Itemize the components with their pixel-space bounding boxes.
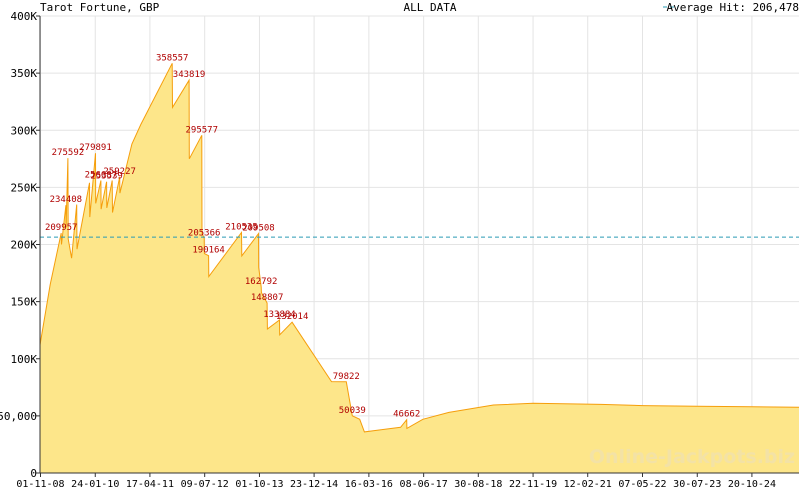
watermark: Online-Jackpots.biz <box>589 446 795 468</box>
axes: 0 50,000 100K 150K 200K 250K 300K 350K 400K 01-11… <box>0 10 799 490</box>
y-tick-label: 200K <box>11 239 38 252</box>
data-label: 133884 <box>263 310 296 320</box>
y-tick-label: 150K <box>11 296 38 309</box>
y-tick-label: 50,000 <box>0 410 37 423</box>
y-tick-label: 300K <box>11 124 38 137</box>
x-tick-label: 16-03-16 <box>345 479 393 490</box>
x-tick-label: 22-11-19 <box>509 479 557 490</box>
x-tick-label: 08-06-17 <box>400 479 448 490</box>
x-tick-label: 07-05-22 <box>618 479 666 490</box>
x-tick-label: 12-02-21 <box>564 479 612 490</box>
data-label: 279891 <box>79 143 112 153</box>
data-label: 79822 <box>333 372 360 382</box>
area-fill <box>40 63 799 474</box>
y-tick-label: 250K <box>11 181 38 194</box>
data-label: 234408 <box>50 195 83 205</box>
y-tick-label: 350K <box>11 67 38 80</box>
data-label: 50039 <box>339 406 366 416</box>
range-label: ALL DATA <box>404 1 457 14</box>
x-tick-label: 01-11-08 <box>16 479 64 490</box>
x-tick-label: 30-08-18 <box>454 479 502 490</box>
data-label: 190164 <box>192 246 225 256</box>
data-label: 256687 <box>85 171 118 181</box>
y-tick-label: 400K <box>11 10 38 23</box>
data-label: 253539 <box>90 172 123 182</box>
data-label: 275592 <box>52 148 85 158</box>
game-title: Tarot Fortune, GBP <box>40 1 160 14</box>
data-label: 148807 <box>251 293 284 303</box>
x-tick-label: 24-01-10 <box>71 479 119 490</box>
data-label: 295577 <box>185 125 218 135</box>
y-tick-label: 100K <box>11 353 38 366</box>
data-label: 46662 <box>393 410 420 420</box>
x-tick-label: 23-12-14 <box>290 479 338 490</box>
area-outline <box>39 63 800 433</box>
data-label: 209508 <box>242 224 275 234</box>
y-tick-label: 0 <box>30 467 37 480</box>
data-label: 205366 <box>188 228 221 238</box>
x-tick-label: 17-04-11 <box>126 479 174 490</box>
x-tick-label: 20-10-24 <box>728 479 776 490</box>
x-tick-label: 30-07-23 <box>673 479 721 490</box>
x-tick-label: 09-07-12 <box>181 479 229 490</box>
data-label: 209957 <box>45 223 78 233</box>
data-label: 132014 <box>276 312 309 322</box>
data-label: 343819 <box>173 70 206 80</box>
average-legend-label: Average Hit: 206,478 <box>667 1 799 14</box>
data-label: 358557 <box>156 53 189 63</box>
x-tick-label: 01-10-13 <box>235 479 283 490</box>
data-label: 210535 <box>225 222 258 232</box>
data-label: 259227 <box>103 167 136 177</box>
data-label: 162792 <box>245 277 278 287</box>
